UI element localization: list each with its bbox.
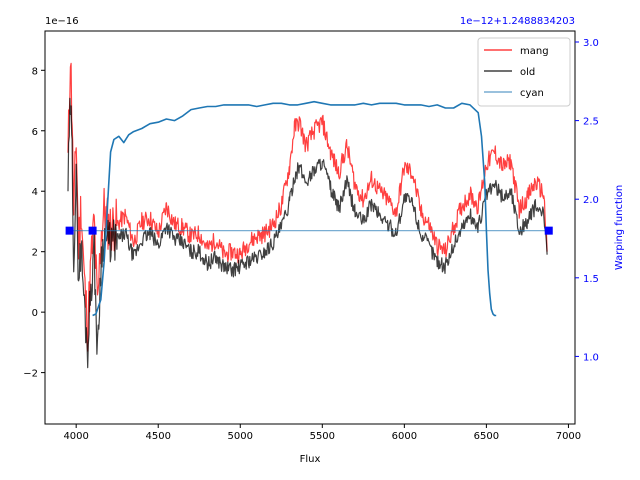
y2-tick-label: 2.5 [583,117,599,128]
series-line-mang [67,62,548,352]
legend-label-cyan: cyan [520,88,544,99]
left-axis-offset-text: 1e−16 [45,16,79,27]
legend-label-old: old [520,67,535,78]
x-tick-label: 5000 [228,431,253,442]
series-line-warping-function [92,100,497,317]
plot-area [65,62,553,369]
legend-box [477,37,571,107]
axes-frame [44,30,576,425]
x-tick-label: 5500 [310,431,335,442]
y-tick-label: −2 [23,369,38,380]
legend: mang old cyan [477,37,571,107]
legend-label-mang: mang [520,46,549,57]
x-tick-label: 6000 [392,431,417,442]
right-axis-offset-text: 1e−12+1.2488834203 [460,16,575,27]
x-tick-label: 7000 [556,431,581,442]
y2-tick-label: 1.5 [583,274,599,285]
y-tick-label: 2 [32,248,38,259]
y-tick-label: 4 [32,187,38,198]
series-line-old [67,97,548,369]
x-tick-label: 4000 [63,431,88,442]
right-axis-label: Warping function [614,185,625,270]
y-tick-label: 0 [32,308,38,319]
ticks-layer: 4000 4500 5000 5500 6000 6500 7000 −2 0 2 4 6 8 1.0 1.… [23,38,599,442]
marker-point [65,226,74,235]
y-tick-label: 6 [32,127,38,138]
x-axis-label: Flux [300,454,321,465]
marker-point [544,226,553,235]
axes-layer [44,30,576,425]
marker-point [88,226,97,235]
x-tick-label: 6500 [474,431,499,442]
y2-tick-label: 2.0 [583,195,599,206]
y2-tick-label: 3.0 [583,38,599,49]
x-tick-label: 4500 [145,431,170,442]
y-tick-label: 8 [32,66,38,77]
y2-tick-label: 1.0 [583,352,599,363]
